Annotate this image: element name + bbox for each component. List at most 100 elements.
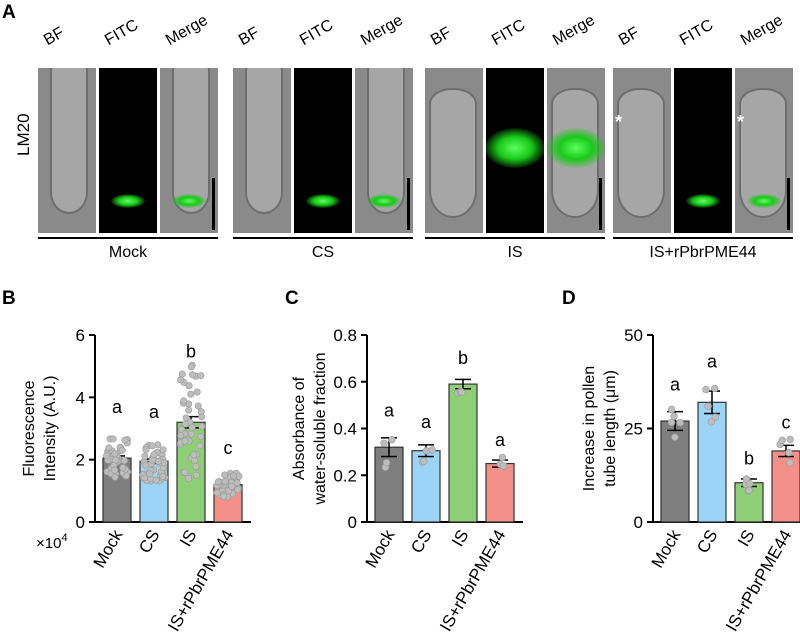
category-label: IS	[734, 527, 758, 550]
data-point	[148, 442, 156, 450]
data-point	[119, 464, 127, 472]
scale-bar	[787, 178, 790, 230]
group-label: IS+rPbrPME44	[649, 244, 757, 261]
data-point	[197, 372, 205, 380]
data-point	[194, 402, 202, 410]
significance-letter: a	[421, 412, 432, 432]
data-point	[745, 479, 754, 488]
y-axis-label: tube length (μm)	[602, 370, 619, 487]
micrograph-fitc	[99, 68, 157, 233]
panel-a-label: A	[2, 2, 16, 23]
data-point	[230, 472, 238, 480]
group-label: CS	[311, 244, 335, 261]
data-point	[458, 388, 466, 396]
pollen-tube-shape	[245, 68, 283, 214]
data-point	[182, 414, 190, 422]
fluorescence-signal	[367, 194, 401, 208]
data-point	[187, 363, 195, 371]
data-point	[786, 435, 794, 444]
data-point	[159, 472, 167, 480]
scale-bar	[599, 178, 602, 230]
fluorescence-signal	[747, 194, 781, 208]
data-point	[197, 432, 205, 440]
bar	[771, 450, 800, 523]
group-underline	[425, 237, 605, 239]
group-underline	[233, 237, 413, 239]
bar	[485, 462, 515, 523]
fluorescence-signal	[111, 194, 145, 208]
data-point	[499, 462, 508, 470]
fluorescence-signal	[172, 194, 206, 208]
data-point	[711, 413, 719, 421]
significance-letter: c	[224, 438, 233, 458]
y-tick-label: 0	[348, 513, 357, 532]
micrograph-merge	[160, 68, 218, 233]
data-point	[498, 453, 507, 462]
y-tick-label: 0.2	[333, 466, 357, 485]
pollen-tube-shape	[172, 68, 210, 214]
group-label: Mock	[108, 244, 148, 261]
y-tick-label: 0.6	[333, 373, 357, 392]
fluorescence-signal	[686, 194, 720, 208]
data-point	[197, 408, 205, 416]
data-point	[189, 371, 197, 379]
axis-multiplier: ×104	[36, 532, 68, 552]
y-tick-label: 0	[76, 513, 85, 532]
y-tick-label: 0	[634, 513, 643, 532]
group-label: IS	[507, 244, 523, 261]
data-point	[220, 492, 228, 500]
significance-letter: a	[112, 397, 123, 417]
data-point	[193, 388, 201, 396]
category-label: IS+rPbrPME44	[436, 527, 509, 635]
data-point	[667, 418, 676, 427]
micrograph-merge	[547, 68, 605, 233]
data-point	[109, 435, 117, 443]
y-tick-label: 4	[76, 388, 85, 407]
data-point	[198, 422, 206, 430]
panel-c-label: C	[285, 288, 299, 309]
category-label: CS	[693, 527, 721, 557]
data-point	[192, 471, 200, 479]
data-point	[185, 474, 193, 482]
bar	[374, 446, 404, 523]
data-point	[676, 418, 684, 427]
data-point	[141, 474, 149, 482]
y-axis-label: Increase in pollen	[581, 366, 598, 491]
data-point	[187, 390, 195, 398]
data-point	[234, 486, 242, 494]
data-point	[154, 441, 162, 449]
data-point	[122, 472, 130, 480]
fluorescence-signal	[306, 194, 340, 208]
data-point	[118, 446, 126, 454]
pollen-tube-shape	[50, 68, 88, 214]
significance-letter: b	[458, 348, 468, 368]
pollen-tube-shape	[367, 68, 405, 214]
data-point	[152, 476, 160, 484]
group-underline	[38, 237, 218, 239]
data-point	[233, 479, 241, 487]
scale-bar	[212, 178, 215, 230]
significance-letter: c	[782, 413, 791, 433]
data-point	[428, 446, 436, 454]
data-point	[190, 451, 198, 459]
y-tick-label: 25	[624, 420, 643, 439]
group-underline	[613, 237, 793, 239]
data-point	[120, 457, 128, 465]
micrograph-bf	[233, 68, 291, 233]
panel-b-label: B	[2, 288, 16, 309]
data-point	[213, 489, 221, 497]
data-point	[786, 459, 794, 467]
micrograph-bf: *	[613, 68, 671, 233]
data-point	[182, 420, 190, 428]
y-tick-label: 50	[624, 326, 643, 345]
y-tick-label: 0.4	[333, 420, 357, 439]
category-label: IS+rPbrPME44	[722, 527, 795, 635]
data-point	[154, 457, 162, 465]
data-point	[177, 376, 185, 384]
data-point	[141, 461, 149, 469]
micrograph-merge: *	[735, 68, 793, 233]
micrograph-bf	[425, 68, 483, 233]
data-point	[711, 384, 719, 393]
data-point	[185, 406, 193, 414]
data-point	[667, 405, 676, 414]
